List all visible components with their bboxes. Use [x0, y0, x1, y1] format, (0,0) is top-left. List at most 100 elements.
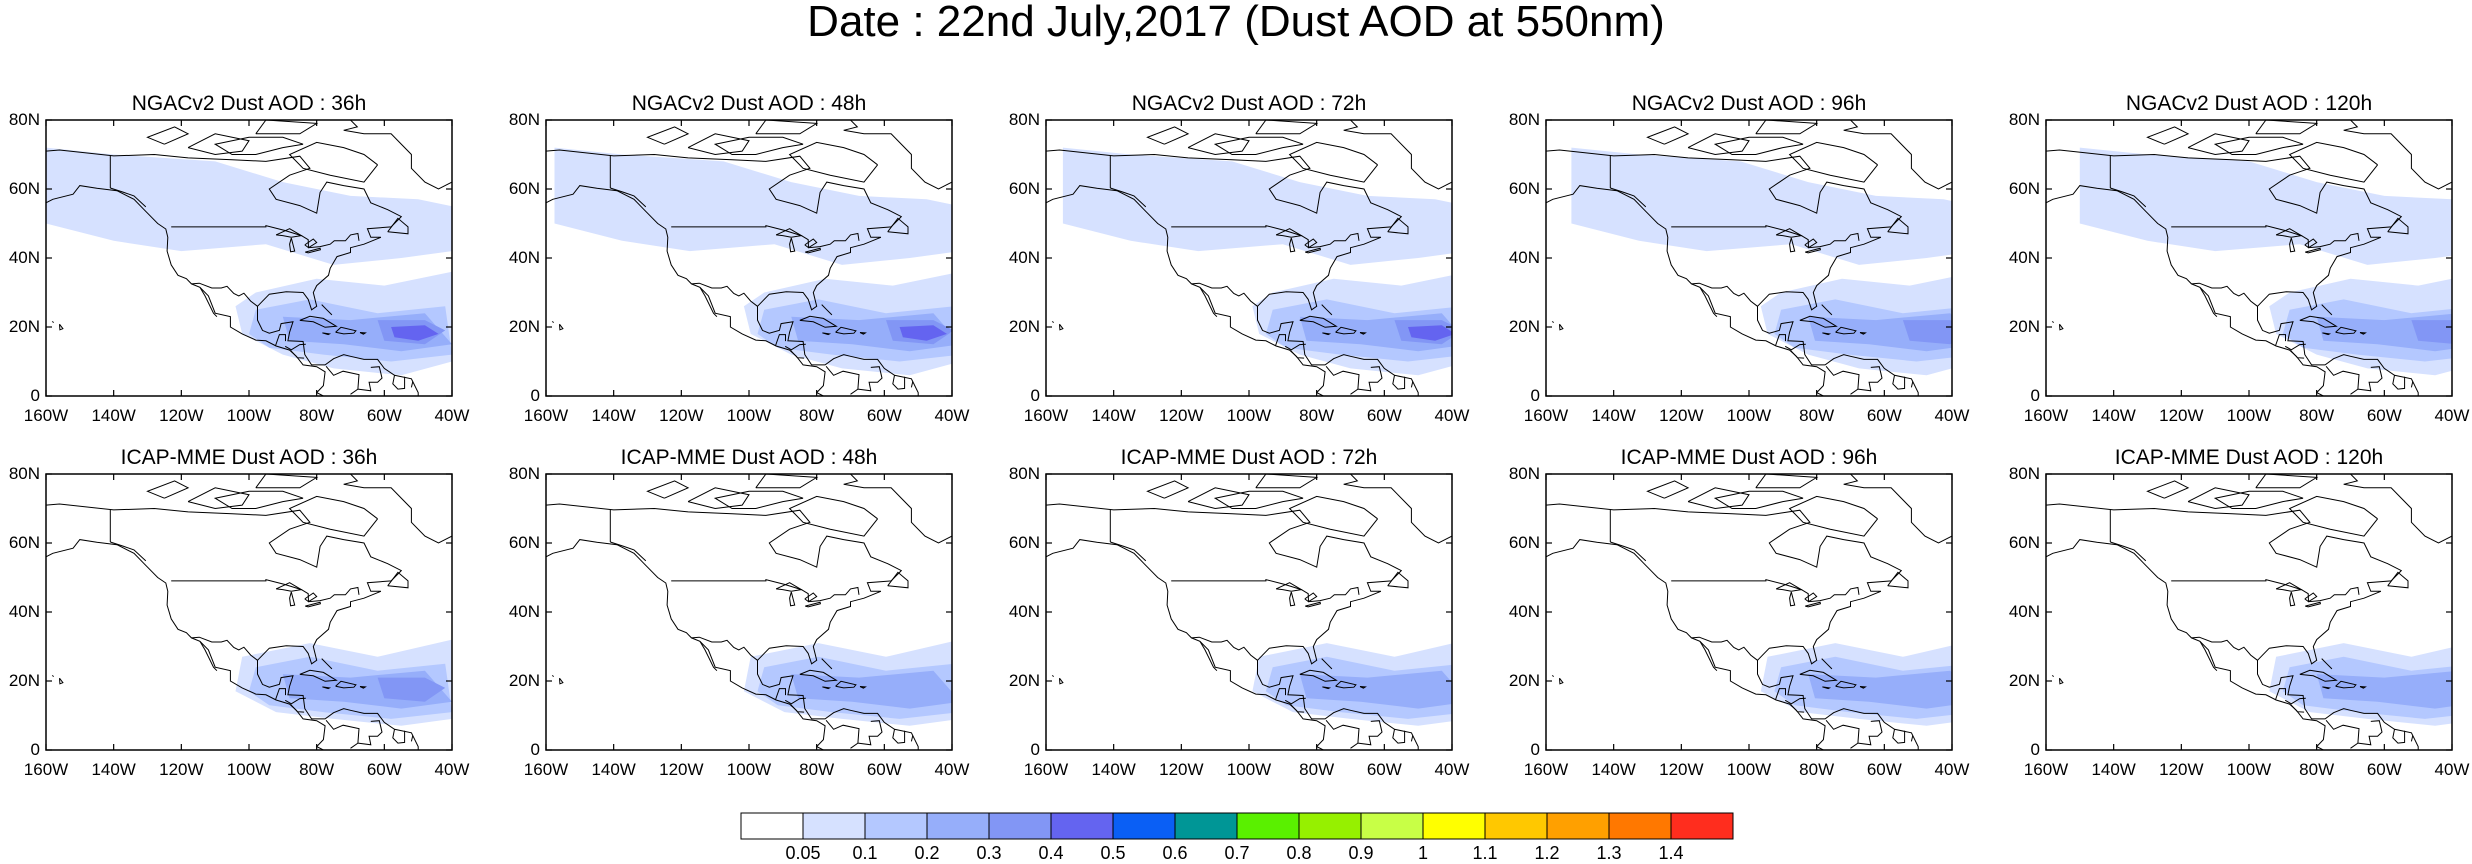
coastline	[51, 321, 55, 323]
lon-label: 60W	[866, 406, 902, 425]
colorbar-swatch	[1360, 812, 1424, 840]
coastline	[1110, 187, 1147, 208]
coastline	[825, 719, 860, 749]
coastline	[59, 323, 64, 331]
map-panel	[45, 119, 453, 397]
coastline	[2275, 582, 2303, 592]
lon-label: 160W	[23, 760, 69, 779]
lat-label: 40N	[1508, 602, 1540, 621]
coastline	[255, 474, 319, 489]
coastline	[671, 224, 860, 249]
coastline	[2357, 720, 2383, 746]
lat-label: 0	[1030, 740, 1040, 759]
coastline	[275, 582, 303, 592]
lon-label: 140W	[91, 760, 136, 779]
lon-label: 100W	[2226, 760, 2272, 779]
coastline	[2110, 541, 2147, 562]
coastline	[343, 120, 452, 190]
coastline	[2191, 636, 2258, 661]
coastline	[790, 350, 805, 359]
coastline	[1051, 675, 1055, 677]
lat-label: 0	[2030, 740, 2040, 759]
coastline	[1325, 365, 1360, 395]
coastline	[1910, 735, 1914, 742]
dust-aod-contour	[46, 147, 452, 265]
lon-label: 140W	[1591, 406, 1636, 425]
lon-label: 160W	[1023, 760, 1069, 779]
coastline	[1187, 487, 1250, 510]
dust-aod-contour	[2316, 671, 2452, 709]
coastline	[2387, 217, 2409, 235]
lon-label: 160W	[1523, 760, 1569, 779]
coastline	[1289, 237, 1296, 253]
lat-label: 60N	[8, 179, 40, 198]
lon-label: 120W	[659, 760, 704, 779]
coastline	[1321, 304, 1333, 316]
coastline	[322, 686, 332, 690]
coastline	[288, 495, 378, 537]
coastline	[2289, 237, 2296, 253]
lon-label: 60W	[1866, 406, 1902, 425]
colorbar-label: 0.05	[785, 843, 821, 863]
coastline	[1821, 658, 1833, 670]
lon-label: 60W	[866, 760, 902, 779]
lon-label: 40W	[1434, 406, 1470, 425]
coastline	[1343, 474, 1452, 544]
coastline	[2290, 350, 2305, 359]
lon-label: 120W	[1659, 760, 1704, 779]
coastline	[1559, 677, 1564, 685]
colorbar-label: 0.6	[1162, 843, 1188, 863]
coastline	[1357, 720, 1383, 746]
coastline	[805, 601, 821, 608]
lon-label: 40W	[1434, 760, 1470, 779]
coastline	[2110, 187, 2147, 208]
panel-title: ICAP-MME Dust AOD : 120h	[2114, 446, 2384, 469]
coastline	[1699, 641, 1718, 672]
coastline	[1775, 582, 1803, 592]
coastline	[646, 480, 690, 499]
coastline	[1046, 503, 1419, 750]
coastline	[1304, 592, 1318, 603]
coastline	[284, 343, 306, 351]
coastline	[359, 686, 367, 689]
coastline	[910, 381, 914, 388]
lon-label: 100W	[226, 406, 272, 425]
coastline	[387, 217, 409, 235]
coastline	[321, 304, 333, 316]
colorbar-label: 0.5	[1100, 843, 1126, 863]
colorbar-label: 1.3	[1596, 843, 1622, 863]
lat-label: 0	[2030, 386, 2040, 405]
colorbar-label: 1.1	[1472, 843, 1498, 863]
coastline	[2321, 304, 2333, 316]
panel-title: ICAP-MME Dust AOD : 96h	[1620, 446, 1878, 469]
coastline	[2187, 487, 2250, 510]
lon-label: 80W	[2299, 406, 2335, 425]
coastline	[551, 321, 555, 323]
coastline	[187, 133, 250, 156]
coastline	[843, 474, 952, 544]
coastline	[199, 641, 218, 672]
lat-label: 60N	[2008, 179, 2040, 198]
coastline	[1610, 541, 1647, 562]
coastline	[2199, 641, 2218, 672]
coastline	[2171, 224, 2360, 249]
coastline	[691, 636, 758, 661]
coastline	[2146, 480, 2190, 499]
coastline	[546, 149, 919, 396]
coastline	[191, 282, 258, 307]
coastline	[1213, 490, 1304, 509]
lon-label: 140W	[2091, 760, 2136, 779]
coastline	[859, 686, 867, 689]
coastline	[2275, 228, 2303, 238]
lat-label: 80N	[2008, 110, 2040, 129]
coastline	[2288, 141, 2378, 183]
coastline	[1775, 228, 1803, 238]
coastline	[1322, 332, 1332, 336]
lat-label: 80N	[2008, 464, 2040, 483]
dust-aod-contour	[377, 677, 446, 702]
coastline	[2046, 503, 2419, 750]
dust-aod-contour	[391, 325, 439, 341]
dust-aod-contour	[2411, 320, 2452, 344]
coastline	[2357, 366, 2383, 392]
coastline	[559, 677, 564, 685]
